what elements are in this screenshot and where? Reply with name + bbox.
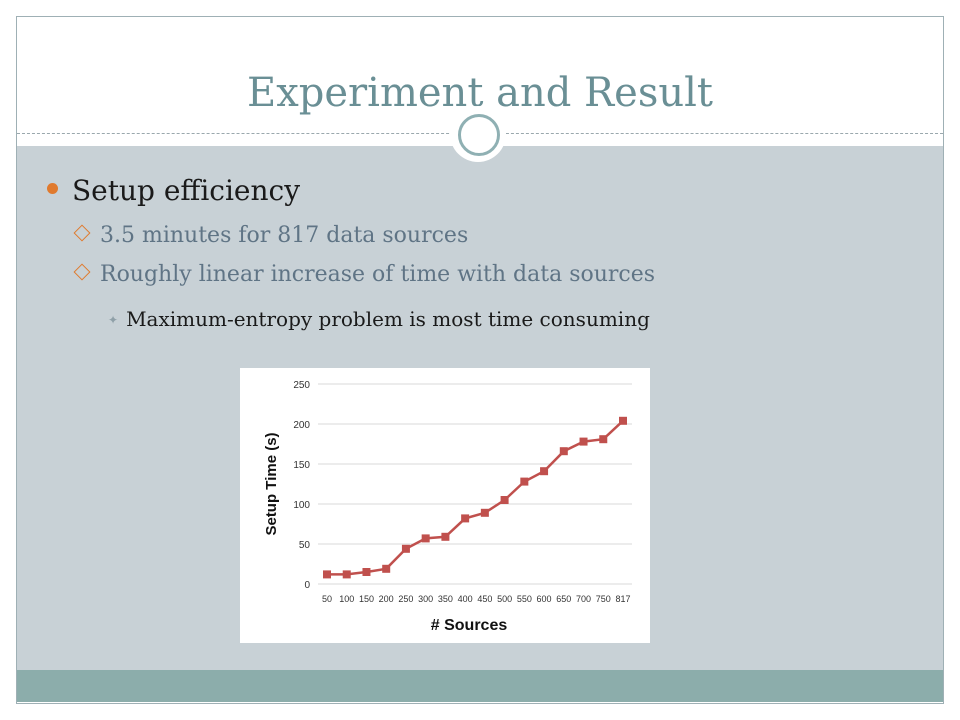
x-axis-label: # Sources <box>431 617 508 634</box>
x-tick-label: 250 <box>398 594 413 604</box>
data-point <box>540 467 549 476</box>
x-tick-label: 150 <box>359 594 374 604</box>
data-point <box>461 514 470 523</box>
x-tick-label: 50 <box>322 594 332 604</box>
footer-bar <box>17 670 943 702</box>
x-tick-label: 600 <box>537 594 552 604</box>
y-axis-label: Setup Time (s) <box>263 432 280 535</box>
bullet-text: Maximum-entropy problem is most time con… <box>126 307 650 331</box>
bullet-level1: Setup efficiency <box>47 174 300 207</box>
ring-icon <box>458 114 500 156</box>
x-tick-label: 700 <box>576 594 591 604</box>
data-point <box>579 437 588 446</box>
data-point <box>559 447 568 456</box>
bullet-text: 3.5 minutes for 817 data sources <box>100 223 469 248</box>
x-tick-label: 817 <box>615 594 630 604</box>
data-point <box>421 534 430 543</box>
y-tick-label: 250 <box>293 380 310 391</box>
data-point <box>362 568 371 576</box>
bullet-text: Roughly linear increase of time with dat… <box>100 262 656 287</box>
x-tick-label: 400 <box>458 594 473 604</box>
diamond-bullet-icon <box>73 263 91 281</box>
bullet-level2-2: Roughly linear increase of time with dat… <box>73 262 656 287</box>
bullet-level2-1: 3.5 minutes for 817 data sources <box>73 223 469 248</box>
data-point <box>619 416 627 425</box>
y-tick-label: 200 <box>293 420 310 431</box>
y-tick-label: 50 <box>299 540 311 551</box>
x-tick-label: 300 <box>418 594 433 604</box>
data-point <box>323 570 331 579</box>
data-point <box>500 496 509 504</box>
data-point <box>520 477 529 486</box>
y-tick-label: 100 <box>293 500 310 511</box>
setup-time-chart: 0 50 100 150 200 250 50 100 150 200 250 300 350 400 45… <box>240 368 650 643</box>
bullet-text: Setup efficiency <box>72 174 301 207</box>
data-point <box>401 544 410 553</box>
data-point <box>480 508 489 517</box>
data-point <box>342 570 351 579</box>
x-tick-label: 550 <box>517 594 532 604</box>
data-point <box>441 532 450 541</box>
series-line <box>327 419 624 576</box>
x-tick-label: 200 <box>379 594 394 604</box>
bullet-dot-icon <box>47 183 58 194</box>
x-tick-label: 750 <box>596 594 611 604</box>
y-tick-label: 0 <box>304 580 310 591</box>
y-tick-label: 150 <box>293 460 310 471</box>
x-tick-label: 450 <box>477 594 492 604</box>
bullet-level3: ✦ Maximum-entropy problem is most time co… <box>108 307 650 331</box>
chart-svg: 0 50 100 150 200 250 50 100 150 200 250 300 350 400 45… <box>263 380 632 634</box>
diamond-bullet-icon <box>73 224 91 242</box>
data-point <box>599 435 608 444</box>
x-tick-label: 500 <box>497 594 512 604</box>
star-bullet-icon: ✦ <box>108 313 119 327</box>
x-tick-label: 350 <box>438 594 453 604</box>
data-point <box>382 564 391 573</box>
x-tick-label: 100 <box>339 594 354 604</box>
x-tick-label: 650 <box>556 594 571 604</box>
